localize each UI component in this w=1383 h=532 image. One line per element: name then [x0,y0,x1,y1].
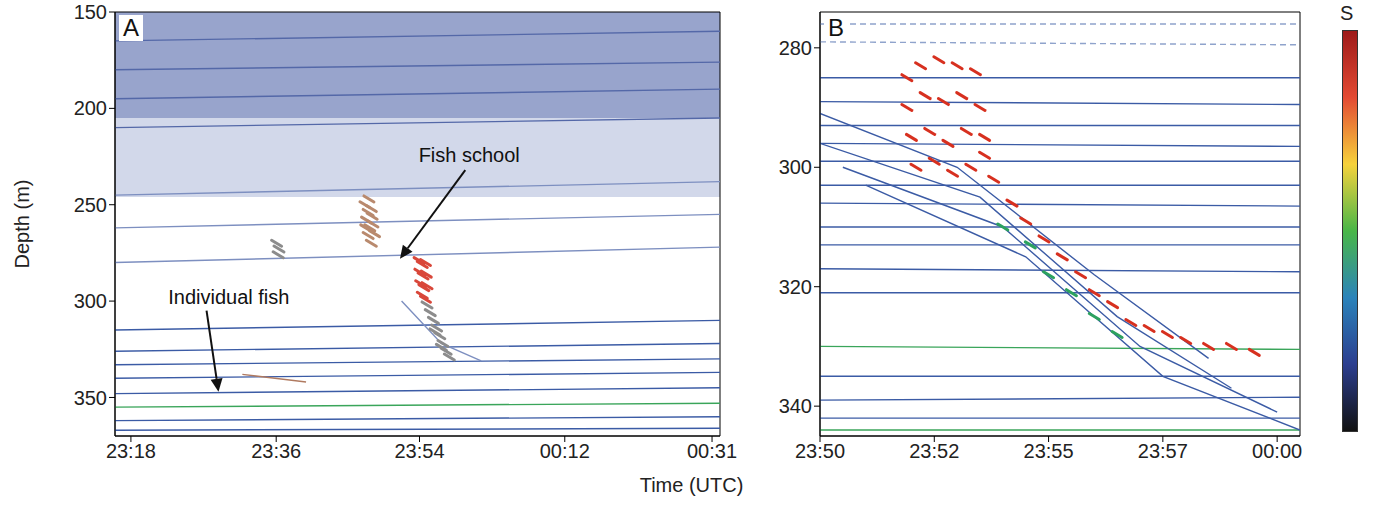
html-text:Time (UTC): Time (UTC) [639,474,744,496]
svg-text:340: 340 [779,395,812,417]
svg-text:23:52: 23:52 [909,440,959,462]
svg-text:200: 200 [74,97,107,119]
svg-text:300: 300 [74,290,107,312]
svg-text:320: 320 [779,276,812,298]
svg-text:350: 350 [74,387,107,409]
svg-text:23:50: 23:50 [795,440,845,462]
svg-text:300: 300 [779,156,812,178]
html-text:S: S [1340,2,1354,24]
svg-text:23:57: 23:57 [1138,440,1188,462]
svg-text:150: 150 [74,1,107,23]
svg-text:Fish school: Fish school [419,144,520,166]
svg-text:00:12: 00:12 [540,440,590,462]
svg-text:280: 280 [779,37,812,59]
svg-text:250: 250 [74,194,107,216]
svg-text:23:54: 23:54 [394,440,444,462]
svg-text:00:00: 00:00 [1252,440,1302,462]
svg-text:23:55: 23:55 [1024,440,1074,462]
svg-text:Individual fish: Individual fish [168,286,289,308]
svg-text:00:31: 00:31 [687,440,737,462]
svg-text:23:36: 23:36 [251,440,301,462]
html-text:Depth (m): Depth (m) [11,179,33,269]
html-text:B: B [828,14,844,41]
html-text:A: A [123,14,139,41]
svg-text:23:18: 23:18 [106,440,156,462]
